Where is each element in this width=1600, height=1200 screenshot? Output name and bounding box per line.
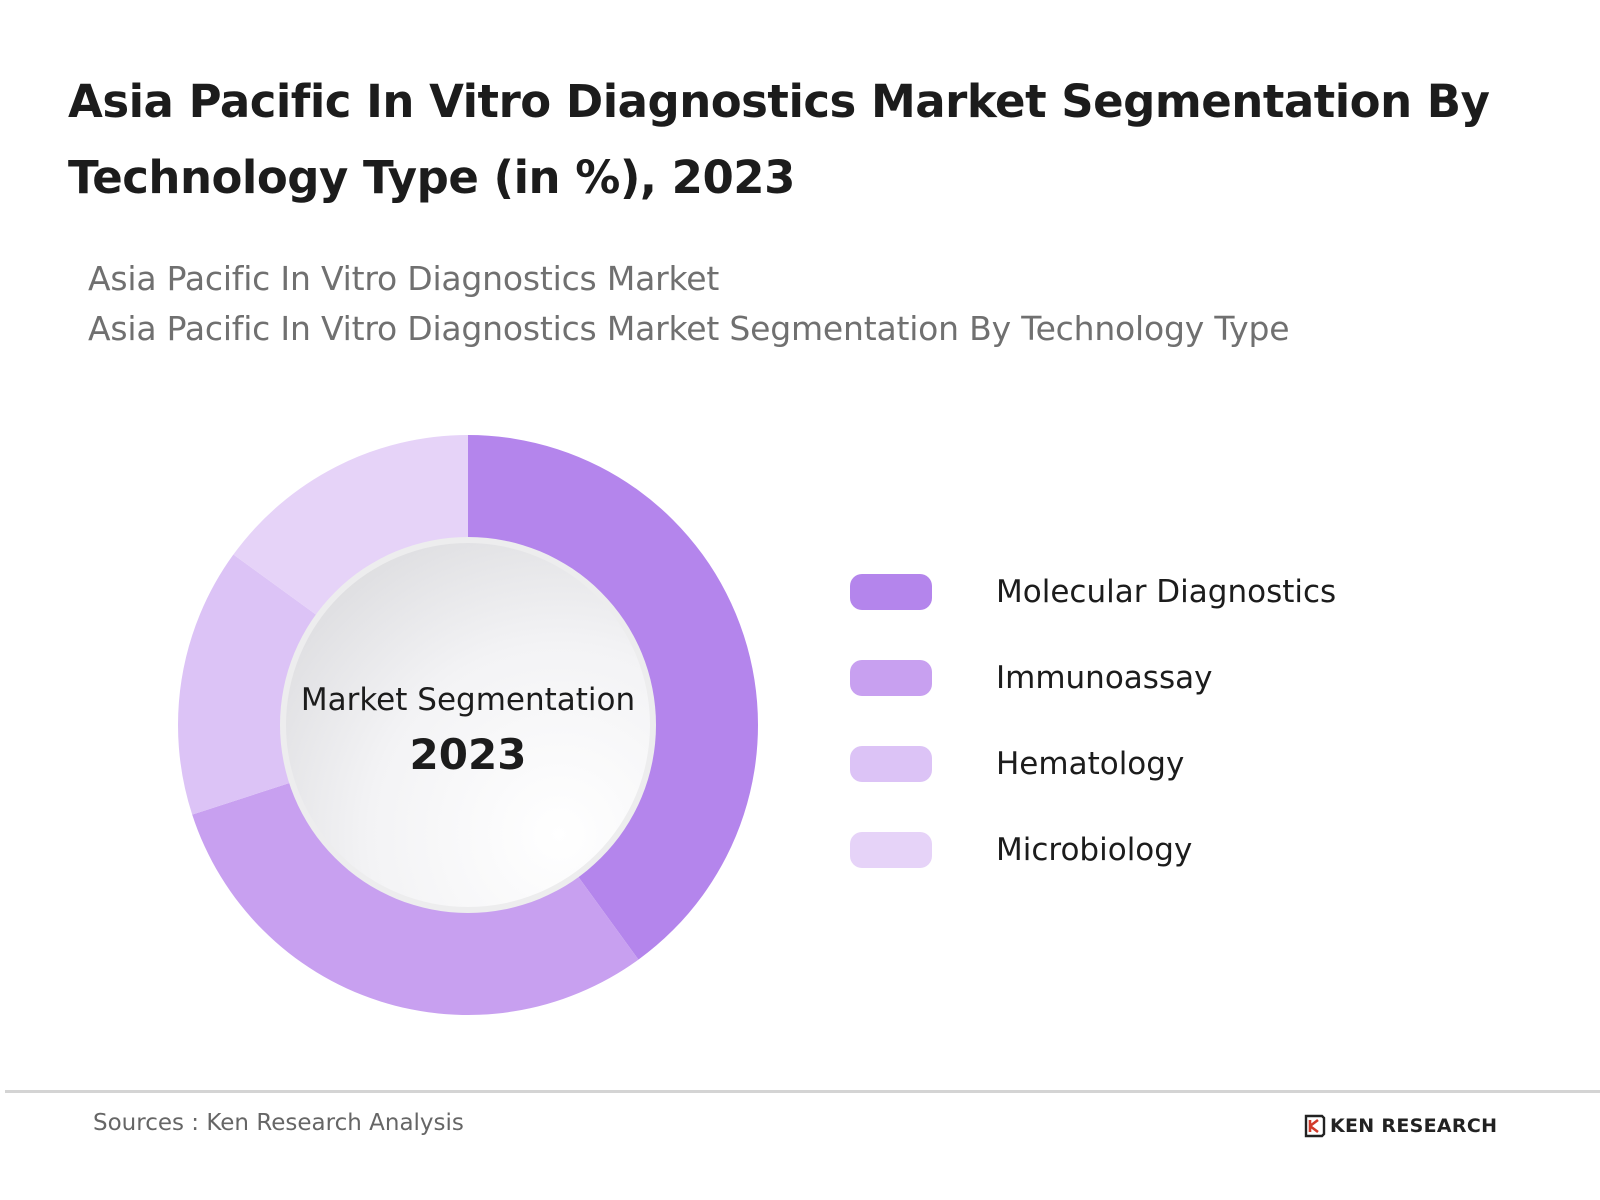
ken-research-logo-icon (1304, 1114, 1326, 1138)
donut-center-label: Market Segmentation 2023 (280, 680, 656, 784)
donut-center-disc (286, 543, 650, 907)
legend-label-immunoassay: Immunoassay (996, 660, 1213, 696)
center-label-text: Market Segmentation (300, 682, 636, 718)
donut-slice-microbiology (233, 435, 468, 620)
subtitle-line-1: Asia Pacific In Vitro Diagnostics Market (88, 259, 720, 298)
legend-label-microbiology: Microbiology (996, 832, 1193, 868)
footer-divider (5, 1090, 1600, 1093)
subtitle-line-2: Asia Pacific In Vitro Diagnostics Market… (88, 309, 1290, 348)
legend-swatch-immunoassay (850, 660, 932, 696)
donut-slice-molecular-diagnostics (468, 435, 758, 960)
chart-title: Asia Pacific In Vitro Diagnostics Market… (68, 75, 1490, 204)
center-label-year: 2023 (409, 730, 527, 779)
chart-subtitle: Asia Pacific In Vitro Diagnostics Market… (88, 254, 1290, 354)
brand-name: KEN RESEARCH (1330, 1115, 1498, 1137)
brand-logo: KEN RESEARCH (1304, 1113, 1497, 1139)
legend-label-hematology: Hematology (996, 746, 1185, 782)
legend-label-molecular-diagnostics: Molecular Diagnostics (996, 574, 1337, 610)
legend-swatch-hematology (850, 746, 932, 782)
legend-swatch-molecular-diagnostics (850, 574, 932, 610)
source-note: Sources : Ken Research Analysis (93, 1110, 464, 1136)
legend-swatch-microbiology (850, 832, 932, 868)
